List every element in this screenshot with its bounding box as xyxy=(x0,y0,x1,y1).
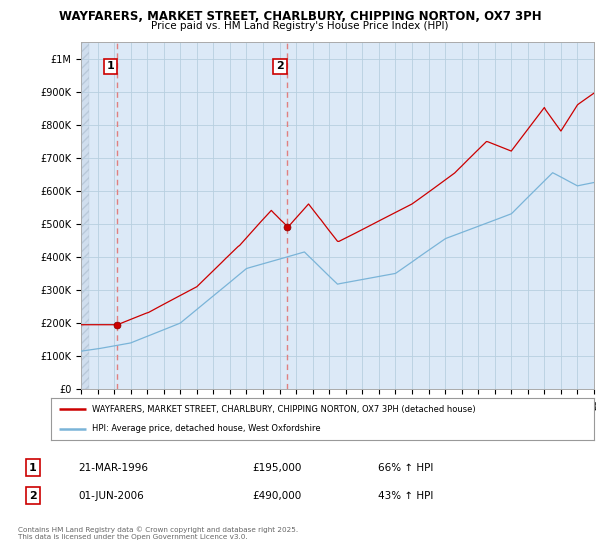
Text: 1: 1 xyxy=(107,61,115,71)
Text: £490,000: £490,000 xyxy=(252,491,301,501)
Text: 66% ↑ HPI: 66% ↑ HPI xyxy=(378,463,433,473)
Text: 43% ↑ HPI: 43% ↑ HPI xyxy=(378,491,433,501)
Bar xyxy=(81,42,89,389)
Text: HPI: Average price, detached house, West Oxfordshire: HPI: Average price, detached house, West… xyxy=(92,424,320,433)
Text: 2: 2 xyxy=(29,491,37,501)
Text: £195,000: £195,000 xyxy=(252,463,301,473)
Text: Price paid vs. HM Land Registry's House Price Index (HPI): Price paid vs. HM Land Registry's House … xyxy=(151,21,449,31)
Text: WAYFARERS, MARKET STREET, CHARLBURY, CHIPPING NORTON, OX7 3PH (detached house): WAYFARERS, MARKET STREET, CHARLBURY, CHI… xyxy=(92,405,475,414)
Text: WAYFARERS, MARKET STREET, CHARLBURY, CHIPPING NORTON, OX7 3PH: WAYFARERS, MARKET STREET, CHARLBURY, CHI… xyxy=(59,10,541,22)
Text: 21-MAR-1996: 21-MAR-1996 xyxy=(78,463,148,473)
Text: Contains HM Land Registry data © Crown copyright and database right 2025.
This d: Contains HM Land Registry data © Crown c… xyxy=(18,526,298,540)
Text: 01-JUN-2006: 01-JUN-2006 xyxy=(78,491,144,501)
Text: 1: 1 xyxy=(29,463,37,473)
Text: 2: 2 xyxy=(276,61,284,71)
